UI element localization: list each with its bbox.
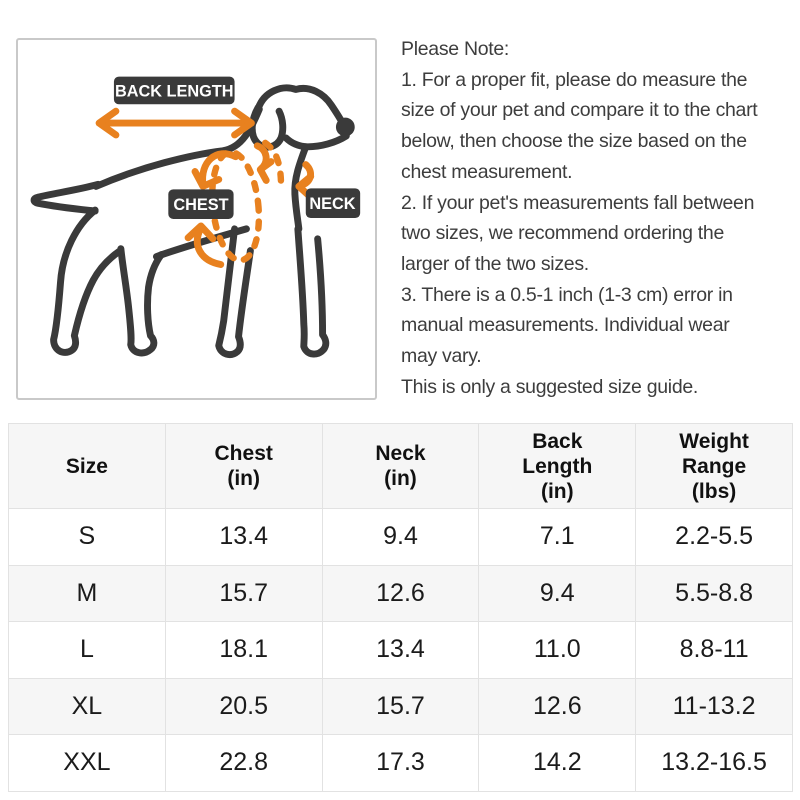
cell-weight: 5.5-8.8	[635, 564, 793, 622]
cell-chest: 20.5	[164, 677, 323, 735]
dog-rear-leg-near	[117, 245, 165, 357]
dog-belly	[152, 225, 250, 261]
cell-back: 14.2	[478, 734, 637, 792]
table-row-m: M 15.7 12.6 9.4 5.5-8.8	[8, 564, 793, 622]
cell-chest: 13.4	[164, 508, 323, 566]
shoulder-hook-arrowhead	[256, 158, 275, 184]
cell-back: 7.1	[478, 508, 637, 566]
dog-front-leg-far	[215, 225, 254, 359]
table-row-xl: XL 20.5 15.7 12.6 11-13.2	[8, 677, 793, 735]
table-header-row: Size Chest (in) Neck (in) Back Length (i…	[8, 423, 793, 509]
chest-bottom-arrowhead	[184, 222, 217, 243]
col-header-size: Size	[8, 423, 166, 509]
dog-nose	[335, 117, 355, 137]
dog-jaw	[282, 132, 350, 151]
chest-label-box	[168, 189, 234, 219]
chest-top-arrowhead	[191, 168, 223, 190]
table-row-l: L 18.1 13.4 11.0 8.8-11	[8, 621, 793, 679]
measurement-marks	[95, 107, 315, 268]
cell-back: 9.4	[478, 564, 637, 622]
dog-rear-leg-far	[50, 206, 123, 356]
back-length-label: BACK LENGTH	[115, 82, 234, 100]
cell-weight: 2.2-5.5	[635, 508, 793, 566]
neck-label-box	[305, 188, 361, 219]
cell-weight: 13.2-16.5	[635, 734, 793, 792]
table-row-s: S 13.4 9.4 7.1 2.2-5.5	[8, 508, 793, 566]
cell-chest: 18.1	[164, 621, 323, 679]
cell-size: XXL	[8, 734, 166, 792]
cell-size: L	[8, 621, 166, 679]
dog-measurement-illustration: BACK LENGTH CHEST NECK	[30, 76, 361, 359]
col-header-chest: Chest (in)	[164, 423, 323, 509]
dog-tail	[30, 180, 102, 215]
cell-neck: 13.4	[321, 621, 480, 679]
cell-back: 12.6	[478, 677, 637, 735]
col-header-back-length: Back Length (in)	[478, 423, 637, 509]
dog-front-leg-near	[294, 225, 330, 358]
neck-girth-dashed-arc	[262, 139, 285, 190]
cell-weight: 8.8-11	[635, 621, 793, 679]
col-header-neck: Neck (in)	[321, 423, 480, 509]
table-row-xxl: XXL 22.8 17.3 14.2 13.2-16.5	[8, 734, 793, 792]
dog-throat-chest	[291, 143, 310, 233]
cell-size: XL	[8, 677, 166, 735]
cell-neck: 12.6	[321, 564, 480, 622]
back-length-arrowhead-right	[231, 107, 255, 139]
chest-label: CHEST	[173, 196, 228, 214]
cell-size: S	[8, 508, 166, 566]
diagram-labels: BACK LENGTH CHEST NECK	[113, 76, 361, 219]
cell-back: 11.0	[478, 621, 637, 679]
size-chart-table: Size Chest (in) Neck (in) Back Length (i…	[8, 423, 793, 792]
cell-neck: 17.3	[321, 734, 480, 792]
cell-size: M	[8, 564, 166, 622]
col-header-weight: Weight Range (lbs)	[635, 423, 793, 509]
cell-weight: 11-13.2	[635, 677, 793, 735]
back-length-label-box	[113, 76, 235, 105]
dog-head-top	[254, 84, 345, 125]
dog-outline	[30, 84, 350, 359]
cell-chest: 15.7	[164, 564, 323, 622]
cell-neck: 9.4	[321, 508, 480, 566]
cell-chest: 22.8	[164, 734, 323, 792]
neck-label: NECK	[309, 195, 355, 213]
cell-neck: 15.7	[321, 677, 480, 735]
sizing-note-text: Please Note: 1. For a proper fit, please…	[401, 38, 758, 398]
measurement-diagram: BACK LENGTH CHEST NECK	[16, 38, 377, 400]
back-length-arrowhead-left	[95, 107, 120, 139]
